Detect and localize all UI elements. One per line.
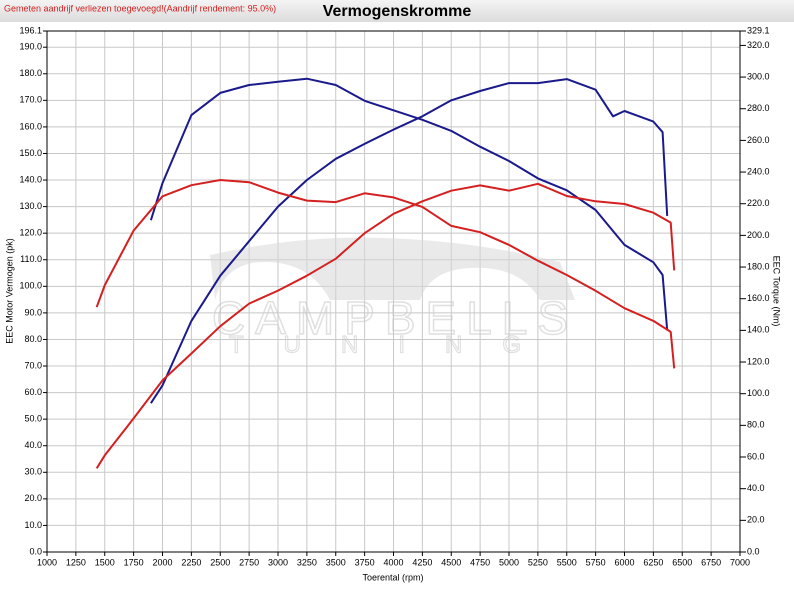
- x-tick-label: 1750: [124, 557, 144, 567]
- x-tick-label: 5750: [586, 557, 606, 567]
- x-axis-label: Toerental (rpm): [362, 572, 423, 582]
- y-tick-label: 100.0: [19, 281, 42, 291]
- x-tick-label: 4000: [383, 557, 403, 567]
- y-tick-label: 160.0: [19, 121, 42, 131]
- y2-tick-label: 180.0: [747, 261, 770, 271]
- y2-tick-label: 20.0: [747, 515, 765, 525]
- watermark-text: CAMPBELLS: [212, 292, 578, 344]
- watermark: CAMPBELLS TUNING: [210, 237, 578, 359]
- x-tick-label: 3500: [326, 557, 346, 567]
- y2-tick-label: 320.0: [747, 40, 770, 50]
- x-tick-label: 3250: [297, 557, 317, 567]
- y-axis-label: EEC Motor Vermogen (pk): [4, 238, 14, 344]
- x-tick-label: 5250: [528, 557, 548, 567]
- x-tick-label: 5500: [557, 557, 577, 567]
- y-tick-label: 120.0: [19, 228, 42, 238]
- series-line: [149, 77, 669, 331]
- y-tick-label: 140.0: [19, 174, 42, 184]
- x-tick-label: 6250: [643, 557, 663, 567]
- x-tick-label: 7000: [730, 557, 750, 567]
- x-tick-label: 6500: [672, 557, 692, 567]
- y2-tick-label: 120.0: [747, 356, 770, 366]
- plot-frame: [46, 30, 741, 553]
- y2-tick-label: 40.0: [747, 483, 765, 493]
- x-tick-label: 1250: [66, 557, 86, 567]
- y2-axis-label: EEC Torque (Nm): [772, 256, 782, 327]
- x-tick-label: 6000: [614, 557, 634, 567]
- series-line: [95, 182, 676, 469]
- x-tick-label: 6750: [701, 557, 721, 567]
- y-tick-label: 130.0: [19, 201, 42, 211]
- y-tick-label: 0.0: [29, 546, 42, 556]
- y2-tick-label: 220.0: [747, 198, 770, 208]
- x-tick-label: 1000: [37, 557, 57, 567]
- x-tick-label: 4750: [470, 557, 490, 567]
- x-tick-label: 3000: [268, 557, 288, 567]
- x-tick-label: 2500: [210, 557, 230, 567]
- y-tick-label: 90.0: [24, 307, 42, 317]
- series-line: [95, 179, 676, 369]
- y2-tick-label: 280.0: [747, 103, 770, 113]
- y2-tick-label: 80.0: [747, 420, 765, 430]
- y2-tick-label: 260.0: [747, 135, 770, 145]
- y2-tick-label: 0.0: [747, 546, 760, 556]
- y2-tick-label: 300.0: [747, 71, 770, 81]
- y-tick-label: 60.0: [24, 387, 42, 397]
- y-tick-label: 110.0: [20, 254, 42, 264]
- y-tick-label: 190.0: [19, 42, 42, 52]
- y-tick-label: 30.0: [24, 467, 42, 477]
- x-tick-label: 4500: [441, 557, 461, 567]
- note: Gemeten aandrijf verliezen toegevoegd!(A…: [4, 3, 276, 13]
- y-tick-label: 80.0: [24, 334, 42, 344]
- y-tick-label: 180.0: [19, 68, 42, 78]
- x-tick-label: 3750: [355, 557, 375, 567]
- watermark-text: TUNING: [229, 331, 561, 358]
- y2-tick-label: 60.0: [747, 451, 765, 461]
- x-tick-label: 2750: [239, 557, 259, 567]
- x-tick-label: 5000: [499, 557, 519, 567]
- y-tick-label: 40.0: [24, 440, 42, 450]
- x-tick-label: 2000: [152, 557, 172, 567]
- y2-tick-label: 240.0: [747, 166, 770, 176]
- y2-tick-label: 329.1: [747, 25, 770, 35]
- x-tick-label: 1500: [95, 557, 115, 567]
- x-tick-label: 4250: [412, 557, 432, 567]
- chart-title: Vermogenskromme: [323, 3, 472, 20]
- y-tick-label: 196.1: [19, 25, 42, 35]
- y-tick-label: 150.0: [19, 148, 42, 158]
- header-bar: [0, 0, 794, 22]
- watermark-car: [210, 237, 575, 300]
- y2-tick-label: 200.0: [747, 230, 770, 240]
- y-tick-label: 20.0: [24, 493, 42, 503]
- y2-tick-label: 100.0: [747, 388, 770, 398]
- y-tick-label: 70.0: [24, 360, 42, 370]
- y2-tick-label: 140.0: [747, 325, 770, 335]
- y-tick-label: 170.0: [19, 95, 42, 105]
- x-tick-label: 2250: [181, 557, 201, 567]
- y-tick-label: 50.0: [24, 414, 42, 424]
- y-tick-label: 10.0: [24, 520, 42, 530]
- y2-tick-label: 160.0: [747, 293, 770, 303]
- series-line: [150, 78, 669, 404]
